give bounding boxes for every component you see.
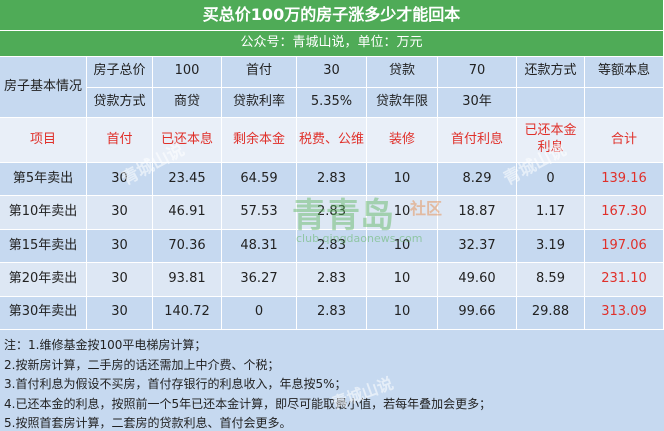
title: 买总价100万的房子涨多少才能回本 <box>0 0 664 31</box>
table-cell: 10 <box>367 163 438 197</box>
table-cell: 140.72 <box>153 296 222 330</box>
table-cell: 48.31 <box>222 229 297 264</box>
table-cell: 10 <box>367 196 438 230</box>
table-cell: 30 <box>87 163 153 197</box>
table-cell: 313.09 <box>585 296 664 330</box>
info-cell <box>517 87 585 118</box>
table-cell: 2.83 <box>297 296 367 330</box>
column-header: 首付 <box>87 118 153 163</box>
column-header: 已还本息 <box>153 118 222 163</box>
table-cell: 57.53 <box>222 196 297 230</box>
info-cell <box>585 87 664 118</box>
table-cell: 8.59 <box>517 263 585 297</box>
column-header: 剩余本金 <box>222 118 297 163</box>
table-cell: 139.16 <box>585 163 664 197</box>
column-header: 首付利息 <box>438 118 517 163</box>
note: 4.已还本金的利息，按照前一个5年已还本金计算，即尽可能取最小值，若每年叠加会更… <box>4 396 492 411</box>
table-cell: 10 <box>367 229 438 264</box>
table-cell: 99.66 <box>438 296 517 330</box>
info-cell: 5.35% <box>297 87 367 118</box>
subtitle: 公众号：青城山说，单位：万元 <box>0 31 664 57</box>
column-header: 税费、公维 <box>297 118 367 163</box>
note: 3.首付利息为假设不买房，首付存银行的利息收入，年息按5%； <box>4 377 347 391</box>
row-label: 第20年卖出 <box>0 263 87 297</box>
row-label: 第5年卖出 <box>0 163 87 197</box>
column-header: 合计 <box>585 118 664 163</box>
table-cell: 18.87 <box>438 196 517 230</box>
table-cell: 2.83 <box>297 163 367 197</box>
info-cell: 贷款 <box>367 57 438 88</box>
table-cell: 2.83 <box>297 263 367 297</box>
table-cell: 167.30 <box>585 196 664 230</box>
table-cell: 8.29 <box>438 163 517 197</box>
column-header: 项目 <box>0 118 87 163</box>
info-cell: 30年 <box>438 87 517 118</box>
table-cell: 23.45 <box>153 163 222 197</box>
info-cell: 70 <box>438 57 517 88</box>
row-label: 第30年卖出 <box>0 296 87 330</box>
info-cell: 首付 <box>222 57 297 88</box>
table-cell: 93.81 <box>153 263 222 297</box>
table-cell: 1.17 <box>517 196 585 230</box>
note: 2.按新房计算，二手房的话还需加上中介费、个税； <box>4 357 280 372</box>
info-cell: 商贷 <box>153 87 222 118</box>
table-cell: 29.88 <box>517 296 585 330</box>
table-cell: 30 <box>87 229 153 264</box>
table-cell: 32.37 <box>438 229 517 264</box>
table-cell: 30 <box>87 196 153 230</box>
table-cell: 30 <box>87 263 153 297</box>
info-cell: 贷款利率 <box>222 87 297 118</box>
table-cell: 46.91 <box>153 196 222 230</box>
table-cell: 64.59 <box>222 163 297 197</box>
table-cell: 0 <box>222 296 297 330</box>
table-cell: 49.60 <box>438 263 517 297</box>
table-cell: 3.19 <box>517 229 585 264</box>
table-cell: 10 <box>367 263 438 297</box>
column-header: 已还本金利息 <box>517 118 585 163</box>
info-cell: 100 <box>153 57 222 88</box>
row-label: 第10年卖出 <box>0 196 87 230</box>
info-cell: 30 <box>297 57 367 88</box>
info-cell: 还款方式 <box>517 57 585 88</box>
row-label: 第15年卖出 <box>0 229 87 264</box>
info-cell: 贷款方式 <box>87 87 153 118</box>
table-cell: 70.36 <box>153 229 222 264</box>
note: 注：1.维修基金按100平电梯房计算； <box>4 338 207 352</box>
table-cell: 2.83 <box>297 196 367 230</box>
info-cell: 等额本息 <box>585 57 664 88</box>
table-cell: 0 <box>517 163 585 197</box>
info-cell: 贷款年限 <box>367 87 438 118</box>
table-cell: 30 <box>87 296 153 330</box>
column-header: 装修 <box>367 118 438 163</box>
note: 5.按照首套房计算，二套房的贷款利息、首付会更多。 <box>4 416 292 430</box>
table-cell: 197.06 <box>585 229 664 264</box>
table-cell: 231.10 <box>585 263 664 297</box>
info-cell: 房子总价 <box>87 57 153 88</box>
table-cell: 36.27 <box>222 263 297 297</box>
table-cell: 10 <box>367 296 438 330</box>
table-cell: 2.83 <box>297 229 367 264</box>
info-label: 房子基本情况 <box>0 57 87 118</box>
